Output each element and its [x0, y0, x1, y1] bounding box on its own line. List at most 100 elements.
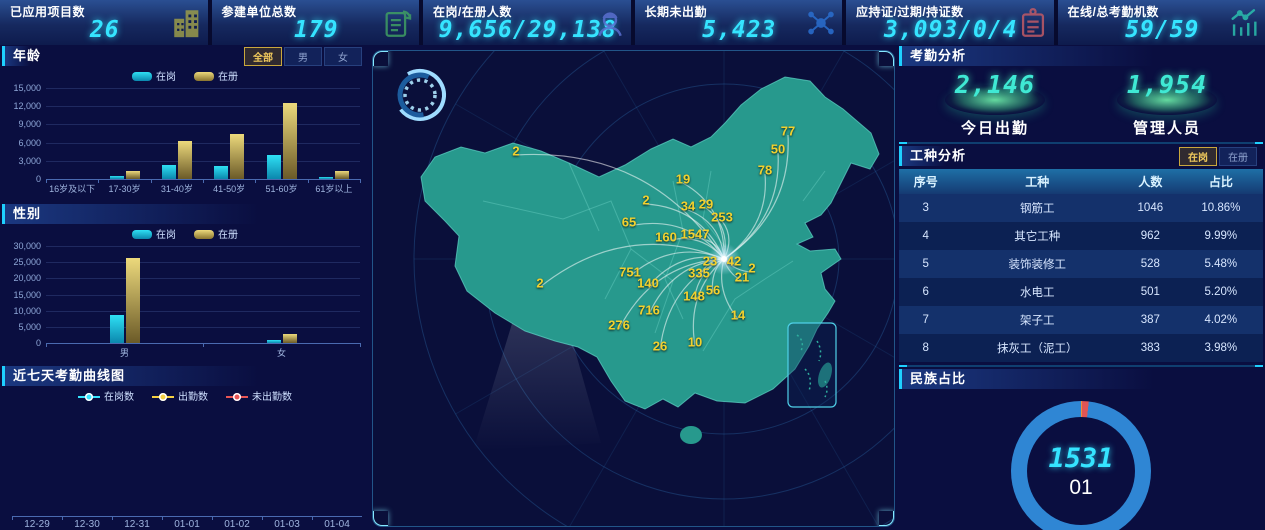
table-row: 8 抹灰工（泥工） 383 3.98% — [899, 334, 1263, 362]
x-tick — [255, 179, 257, 183]
legend-item-在岗数: 在岗数 — [78, 388, 134, 403]
map-count-label: 751 — [619, 264, 641, 280]
south-china-sea-inset — [787, 322, 837, 408]
map-corner-decoration — [879, 51, 894, 66]
kpi-value: 59/59 — [1125, 17, 1200, 43]
tab-在岗[interactable]: 在岗 — [1179, 146, 1217, 166]
kpi-card-projects: 已应用项目数 26 — [0, 0, 208, 45]
right-column: 考勤分析 2,146 今日出勤 1,954 管理人员 工种分析 在岗 在册 序号 工种 人数… — [899, 46, 1263, 530]
donut-center: 1531 01 — [1027, 417, 1135, 525]
map-count-label: 2 — [512, 143, 520, 159]
stats-icon — [1227, 6, 1261, 40]
table-cell: 501 — [1121, 278, 1179, 306]
jobs-panel-title: 工种分析 — [899, 146, 967, 166]
legend-dot — [233, 392, 241, 401]
table-row: 6 水电工 501 5.20% — [899, 278, 1263, 306]
kpi-card-units: 参建单位总数 179 — [211, 0, 419, 45]
jobs-table: 序号 工种 人数 占比 3 钢筋工 1046 10.86% 4 其它工种 962 9.99% 5 装饰装… — [899, 169, 1263, 362]
x-tick — [150, 179, 152, 183]
week-x-label: 01-04 — [324, 519, 350, 530]
table-row: 7 架子工 387 4.02% — [899, 306, 1263, 334]
bar-在岗-男 — [109, 314, 124, 343]
units-icon — [381, 6, 415, 40]
kpi-value: 26 — [89, 17, 120, 43]
y-tick-label: 30,000 — [13, 241, 41, 251]
gridline — [46, 160, 360, 162]
tab-全部[interactable]: 全部 — [244, 46, 282, 66]
map-count-label: 21 — [734, 269, 750, 285]
map-count-label: 160 — [655, 229, 677, 245]
map-count-label: 276 — [608, 317, 630, 333]
gender-panel: 性别 在岗 在册 0 5,000 10,000 15,000 20,000 25,000 30… — [2, 204, 368, 360]
attendance-label: 管理人员 — [1132, 120, 1201, 137]
x-tick — [62, 516, 63, 520]
table-cell: 水电工 — [952, 278, 1122, 306]
map-count-label: 716 — [638, 302, 660, 318]
x-tick — [98, 179, 100, 183]
y-tick-label: 6,000 — [18, 137, 41, 148]
flight-line — [515, 153, 725, 260]
y-tick-label: 12,000 — [13, 101, 41, 112]
table-cell: 10.86% — [1178, 194, 1263, 222]
table-cell: 962 — [1121, 222, 1179, 250]
bar-在册-41-50岁 — [230, 134, 245, 179]
age-panel-title: 年龄 — [2, 46, 42, 66]
week-x-label: 12-31 — [124, 519, 150, 530]
gridline — [46, 278, 360, 280]
plot-area: 0 3,000 6,000 9,000 12,000 15,000 16岁及以下 17-30岁… — [13, 83, 361, 194]
x-tick-label: 31-40岁 — [160, 184, 193, 194]
y-tick-label: 0 — [35, 174, 41, 184]
table-row: 3 钢筋工 1046 10.86% — [899, 194, 1263, 222]
gridline — [46, 294, 360, 296]
gender-legend: 在岗 在册 — [2, 224, 368, 242]
y-tick-label: 10,000 — [13, 305, 41, 316]
ethnic-donut-chart: 1531 01 — [1011, 401, 1151, 530]
table-cell: 8 — [899, 334, 953, 362]
gridline — [46, 88, 360, 89]
legend-line — [152, 392, 174, 401]
jobs-column-header: 工种 — [952, 169, 1122, 194]
gender-panel-title: 性别 — [2, 204, 368, 224]
tab-女[interactable]: 女 — [324, 46, 362, 66]
week-line-chart: 12-29 12-30 12-31 01-01 01-02 01-03 01-04 — [12, 404, 362, 530]
table-cell: 钢筋工 — [952, 194, 1122, 222]
kpi-label: 在线/总考勤机数 — [1067, 5, 1159, 19]
worker-icon — [593, 6, 627, 40]
kpi-card-devices: 在线/总考勤机数 59/59 — [1057, 0, 1265, 45]
map-count-label: 140 — [637, 275, 659, 291]
week-legend: 在岗数 出勤数 未出勤数 — [2, 386, 368, 404]
china-silhouette — [420, 76, 880, 410]
gridline — [46, 246, 360, 247]
map-count-label: 14 — [730, 307, 746, 323]
ethnic-panel-title: 民族占比 — [899, 369, 1263, 389]
glow-pedestal — [1117, 85, 1217, 115]
divider — [899, 142, 1263, 144]
map-count-label: 78 — [757, 162, 773, 178]
gridline — [46, 326, 360, 328]
week-x-label: 01-03 — [274, 519, 300, 530]
week-x-label: 12-30 — [74, 519, 100, 530]
kpi-header: 已应用项目数 26 参建单位总数 179 在岗/在册人数 9,656/29,138 长期未出… — [0, 0, 1265, 45]
x-tick — [360, 343, 361, 347]
tab-在册[interactable]: 在册 — [1219, 146, 1257, 166]
bar-在册-男 — [125, 258, 140, 343]
legend-dot — [159, 392, 167, 401]
tab-男[interactable]: 男 — [284, 46, 322, 66]
attendance-panel: 考勤分析 2,146 今日出勤 1,954 管理人员 — [899, 46, 1263, 138]
map-count-label: 29 — [698, 196, 714, 212]
ethnic-panel: 民族占比 1531 01 — [899, 369, 1263, 530]
y-tick-label: 25,000 — [13, 257, 41, 268]
map-count-label: 34 — [680, 198, 696, 214]
legend-item-在册: 在册 — [194, 226, 238, 241]
map-count-label: 253 — [711, 209, 733, 225]
hub-dot — [721, 256, 727, 262]
week-x-label: 01-01 — [174, 519, 200, 530]
gridline — [46, 106, 360, 108]
map-count-label: 1547 — [680, 226, 710, 242]
attendance-panel-title: 考勤分析 — [899, 46, 1263, 66]
x-tick — [312, 516, 313, 520]
age-bar-chart: 0 3,000 6,000 9,000 12,000 15,000 16岁及以下 17-30岁… — [2, 83, 368, 196]
table-cell: 其它工种 — [952, 222, 1122, 250]
attendance-items: 2,146 今日出勤 1,954 管理人员 — [899, 66, 1263, 138]
table-row: 4 其它工种 962 9.99% — [899, 222, 1263, 250]
